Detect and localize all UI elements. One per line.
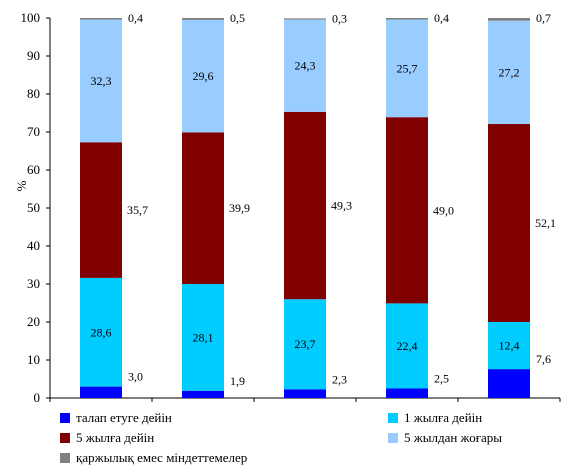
- bar-segment: [284, 389, 326, 398]
- y-tick-label: 30: [27, 276, 40, 291]
- data-label: 22,4: [397, 339, 418, 353]
- data-label: 0,5: [230, 11, 245, 25]
- y-tick-label: 10: [27, 352, 40, 367]
- bar-segment: [488, 369, 530, 398]
- bar-segment: [80, 18, 122, 20]
- data-label: 49,3: [331, 199, 352, 213]
- data-label: 29,6: [193, 69, 214, 83]
- data-label: 1,9: [230, 374, 245, 388]
- bar-segment: [182, 284, 224, 391]
- bar-segment: [182, 390, 224, 398]
- y-tick-label: 20: [27, 314, 40, 329]
- data-label: 27,2: [499, 65, 520, 79]
- data-label: 2,3: [332, 372, 347, 386]
- data-label: 0,4: [128, 11, 143, 25]
- bar-segment: [80, 142, 122, 278]
- y-tick-label: 40: [27, 238, 40, 253]
- data-label: 28,6: [91, 325, 112, 339]
- data-label: 23,7: [295, 337, 316, 351]
- bar-segment: [386, 117, 428, 304]
- data-label: 52,1: [535, 216, 556, 230]
- y-tick-label: 100: [21, 10, 41, 25]
- data-label: 2,5: [434, 372, 449, 386]
- y-tick-label: 0: [34, 390, 41, 405]
- bar-segment: [386, 303, 428, 389]
- data-label: 12,4: [499, 339, 520, 353]
- data-labels: 3,0 28,6 35,7 32,3 0,4 1,9 28,1 39,9 29,6 0,5 2,3 2…: [91, 11, 557, 388]
- bar-segment: [386, 18, 428, 20]
- y-tick-label: 90: [27, 48, 40, 63]
- bar-segment: [488, 20, 530, 125]
- bar-segment: [488, 322, 530, 370]
- bar-segment: [80, 19, 122, 143]
- bars: [80, 18, 530, 398]
- data-label: 24,3: [295, 59, 316, 73]
- data-label: 39,9: [229, 201, 250, 215]
- y-tick-label: 60: [27, 162, 40, 177]
- data-label: 35,7: [127, 203, 148, 217]
- bar-segment: [488, 18, 530, 21]
- data-label: 0,3: [332, 11, 347, 25]
- data-label: 3,0: [128, 370, 143, 384]
- bar-segment: [284, 299, 326, 390]
- bar-segment: [182, 132, 224, 284]
- data-label: 49,0: [433, 203, 454, 217]
- y-tick-label: 50: [27, 200, 40, 215]
- bar-segment: [386, 19, 428, 118]
- bar-segment: [284, 19, 326, 112]
- bar-segment: [386, 388, 428, 398]
- axes: 0 10 20 30 40 50 60 70 80 90 100: [21, 10, 561, 405]
- bar-segment: [182, 18, 224, 20]
- data-label: 7,6: [536, 352, 551, 366]
- data-label: 25,7: [397, 61, 418, 75]
- bar-segment: [488, 124, 530, 323]
- bar-segment: [80, 277, 122, 387]
- bar-segment: [80, 386, 122, 398]
- bar-segment: [284, 111, 326, 300]
- data-label: 0,4: [434, 11, 449, 25]
- bar-segment: [284, 18, 326, 20]
- y-tick-label: 70: [27, 124, 40, 139]
- y-axis-label: %: [14, 180, 29, 191]
- y-tick-label: 80: [27, 86, 40, 101]
- data-label: 0,7: [536, 11, 551, 25]
- data-label: 32,3: [91, 74, 112, 88]
- bar-segment: [182, 19, 224, 133]
- data-label: 28,1: [193, 330, 214, 344]
